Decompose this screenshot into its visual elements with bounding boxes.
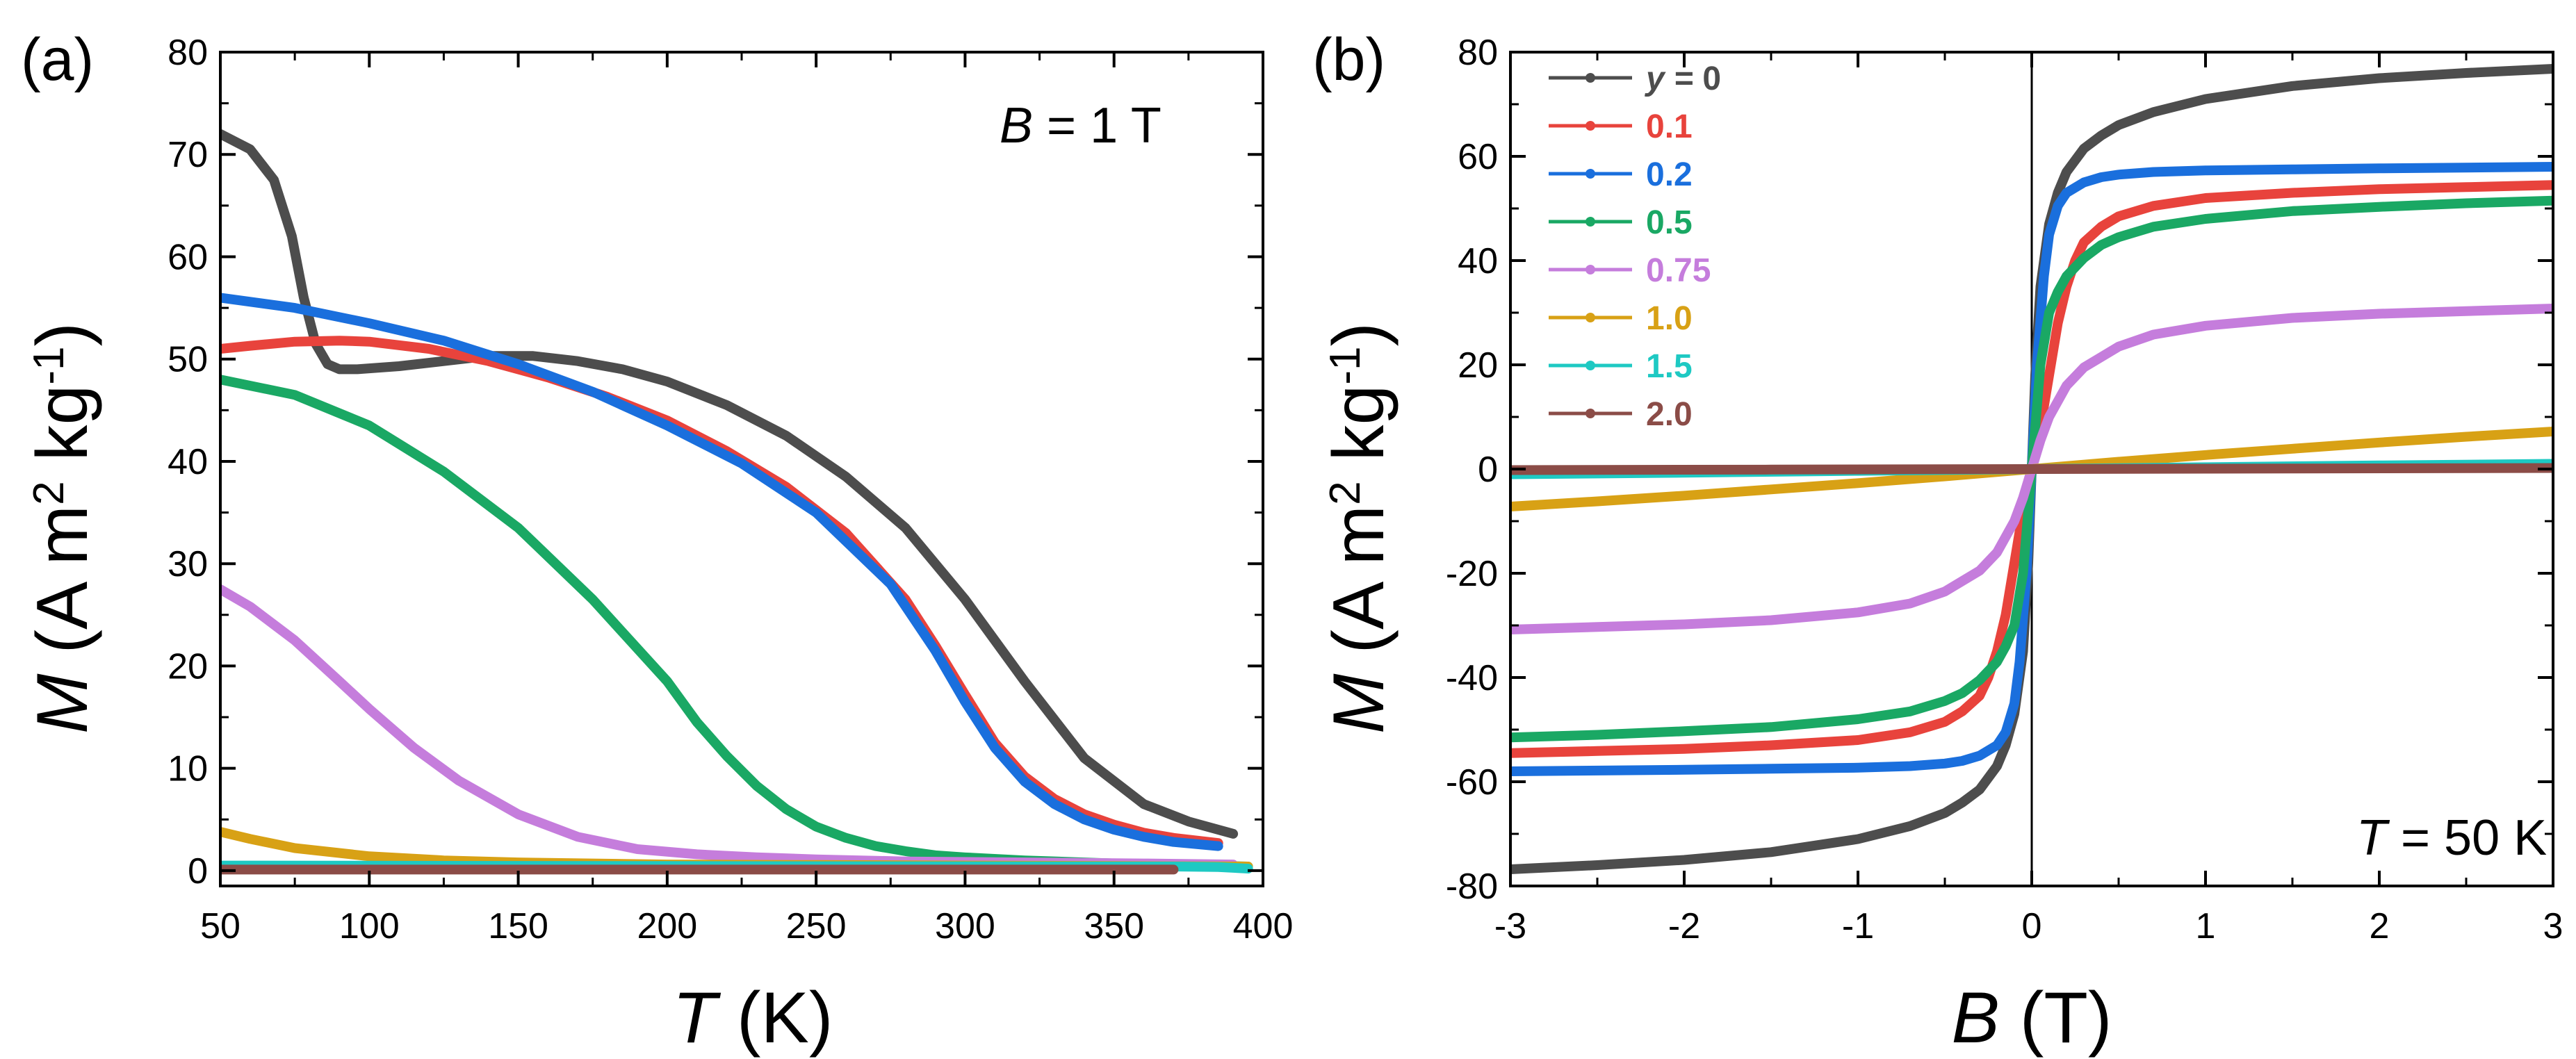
y-tick-label-a: 50 xyxy=(168,340,208,380)
y-axis-title-a-sup1: 2 xyxy=(25,481,73,504)
annotation-b: T = 50 K xyxy=(2356,810,2547,866)
x-tick-label-b: 3 xyxy=(2543,906,2563,946)
x-tick-label-b: -1 xyxy=(1842,906,1874,946)
y-axis-title-b-sup2: -1 xyxy=(1321,346,1369,384)
y-axis-title-b-pre: (A m xyxy=(1319,505,1399,674)
legend-label-1.0: 1.0 xyxy=(1646,300,1693,337)
x-axis-title-b-var: B xyxy=(1951,978,1999,1058)
series-a-0.2 xyxy=(220,293,1223,851)
x-axis-title-a-rest: (K) xyxy=(717,978,833,1058)
y-axis-title-a-var: M xyxy=(22,673,103,734)
annotation-b-var: T xyxy=(2356,810,2390,866)
legend-prefix: y = xyxy=(1645,60,1702,97)
y-tick-label-a: 20 xyxy=(168,646,208,687)
x-tick-label-b: -2 xyxy=(1668,906,1700,946)
series-group-a xyxy=(220,129,1253,875)
x-tick-label-b: -3 xyxy=(1494,906,1526,946)
y-axis-title-a-post: ) xyxy=(22,322,103,347)
legend-marker-1.5 xyxy=(1585,361,1595,370)
x-axis-title-a: T (K) xyxy=(672,978,833,1058)
y-tick-label-a: 70 xyxy=(168,135,208,175)
x-axis-title-b: B (T) xyxy=(1951,978,2112,1058)
legend-b: y = 00.10.20.50.751.01.52.0 xyxy=(1549,60,1721,433)
legend-marker-0.5 xyxy=(1585,217,1595,227)
x-tick-label-a: 400 xyxy=(1233,906,1294,946)
series-b-2.0 xyxy=(1510,463,2553,475)
annotation-b-rest: = 50 K xyxy=(2387,810,2547,866)
y-tick-label-b: 0 xyxy=(1478,450,1498,490)
annotation-a-var: B xyxy=(1000,98,1033,154)
legend-marker-0.1 xyxy=(1585,121,1595,131)
x-tick-label-a: 50 xyxy=(200,906,241,946)
panel-label-b: (b) xyxy=(1312,26,1385,93)
y-tick-label-b: 20 xyxy=(1458,345,1498,386)
x-tick-label-a: 300 xyxy=(935,906,995,946)
y-tick-label-a: 80 xyxy=(168,33,208,73)
x-tick-label-a: 150 xyxy=(488,906,548,946)
y-tick-label-a: 0 xyxy=(188,851,208,892)
legend-label-0.5: 0.5 xyxy=(1646,204,1693,241)
x-tick-label-b: 1 xyxy=(2196,906,2216,946)
y-axis-title-b-mid: kg xyxy=(1319,385,1399,482)
y-tick-label-b: 40 xyxy=(1458,241,1498,281)
legend-marker-1.0 xyxy=(1585,313,1595,322)
x-tick-label-a: 200 xyxy=(637,906,697,946)
legend-label-0.1: 0.1 xyxy=(1646,108,1693,145)
legend-label-0.75: 0.75 xyxy=(1646,252,1711,289)
legend-marker-2.0 xyxy=(1585,409,1595,418)
y-tick-label-b: -20 xyxy=(1446,554,1498,594)
legend-label-0.2: 0.2 xyxy=(1646,156,1693,193)
legend-marker-0.2 xyxy=(1585,169,1595,179)
y-axis-title-a-pre: (A m xyxy=(22,505,103,674)
y-axis-title-b-post: ) xyxy=(1319,322,1399,347)
x-tick-label-a: 250 xyxy=(786,906,847,946)
series-a-0 xyxy=(220,129,1239,839)
y-axis-title-a-mid: kg xyxy=(22,385,103,482)
y-tick-label-a: 40 xyxy=(168,442,208,482)
y-axis-title-a: M (A m2 kg-1) xyxy=(22,322,103,734)
y-tick-label-a: 30 xyxy=(168,544,208,584)
series-group-b xyxy=(1510,64,2553,874)
legend-label-0: y = 0 xyxy=(1645,60,1721,97)
legend-label-2.0: 2.0 xyxy=(1646,396,1693,433)
y-tick-label-b: -80 xyxy=(1446,867,1498,907)
legend-marker-0.75 xyxy=(1585,265,1595,274)
legend-value: 0 xyxy=(1702,60,1721,97)
y-tick-label-a: 60 xyxy=(168,237,208,277)
y-axis-title-b: M (A m2 kg-1) xyxy=(1319,322,1399,734)
y-axis-title-b-var: M xyxy=(1319,673,1399,734)
y-axis-title-b-sup1: 2 xyxy=(1321,481,1369,504)
y-tick-label-b: 60 xyxy=(1458,137,1498,177)
y-tick-label-b: -60 xyxy=(1446,762,1498,803)
panel-label-a: (a) xyxy=(21,26,94,93)
y-tick-label-b: 80 xyxy=(1458,33,1498,73)
x-axis-title-a-var: T xyxy=(672,978,721,1058)
annotation-a-rest: = 1 T xyxy=(1033,98,1161,154)
x-tick-label-b: 0 xyxy=(2022,906,2042,946)
annotation-a: B = 1 T xyxy=(1000,98,1161,154)
plot-a: 50 100 150 200 250 300 350 400 0 10 20 30 40 50 60 70 80 xyxy=(168,33,1293,946)
x-tick-label-a: 350 xyxy=(1084,906,1144,946)
x-tick-label-a: 100 xyxy=(339,906,400,946)
plot-layer: 50 100 150 200 250 300 350 40001020304050607080… xyxy=(168,33,2563,946)
x-tick-label-b: 2 xyxy=(2370,906,2390,946)
y-axis-title-a-sup2: -1 xyxy=(25,346,73,384)
y-tick-label-b: -40 xyxy=(1446,658,1498,698)
y-tick-label-a: 10 xyxy=(168,749,208,789)
series-a-0.1 xyxy=(220,336,1223,848)
legend-label-1.5: 1.5 xyxy=(1646,348,1693,385)
legend-marker-0 xyxy=(1585,73,1595,83)
x-axis-title-b-rest: (T) xyxy=(2000,978,2112,1058)
